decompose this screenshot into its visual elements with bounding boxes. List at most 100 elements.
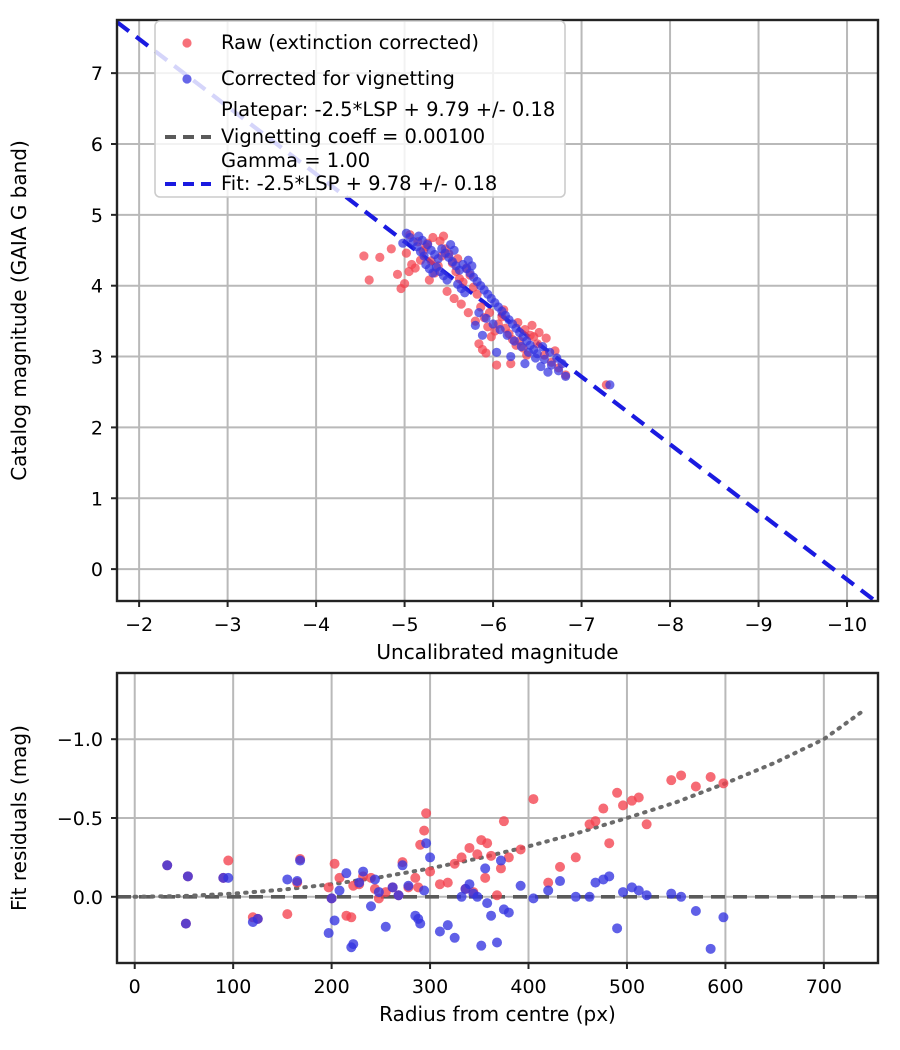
data-point [393, 890, 404, 901]
data-point [358, 866, 369, 877]
data-point [633, 885, 644, 896]
data-point [460, 288, 470, 298]
data-point [364, 275, 374, 285]
data-point [666, 888, 677, 899]
top-ytick-label: 6 [91, 134, 103, 156]
data-point [557, 359, 567, 369]
data-point [180, 918, 191, 929]
data-point [474, 339, 484, 349]
top-xtick-label: −10 [827, 614, 867, 636]
data-point [323, 928, 334, 939]
top-ytick-label: 1 [91, 488, 103, 510]
data-point [434, 926, 445, 937]
data-point [348, 939, 359, 950]
top-ytick-label: 4 [91, 276, 103, 298]
data-point [515, 880, 526, 891]
data-point [705, 772, 716, 783]
data-point [464, 842, 475, 853]
legend-entry-label: Gamma = 1.00 [221, 149, 370, 172]
data-point [403, 880, 414, 891]
data-point [397, 860, 408, 871]
data-point [561, 371, 571, 381]
data-point [486, 850, 497, 861]
top-ytick-label: 5 [91, 205, 103, 227]
bottom-yaxis-label: Fit residuals (mag) [7, 725, 31, 911]
data-point [604, 838, 615, 849]
data-point [392, 269, 403, 279]
data-point [398, 238, 408, 248]
data-point [442, 920, 453, 931]
data-point [539, 354, 549, 364]
bottom-corrected-points [162, 838, 729, 954]
top-xtick-label: −3 [214, 614, 242, 636]
data-point [375, 252, 385, 262]
data-point [401, 248, 411, 258]
vignetting-model-curve [132, 708, 866, 899]
data-point [365, 901, 376, 912]
data-point [590, 816, 601, 827]
top-ytick-label: 3 [91, 347, 103, 369]
data-point [541, 333, 551, 343]
data-point [387, 882, 398, 893]
data-point [410, 263, 420, 273]
data-point [449, 245, 459, 255]
data-point [570, 852, 581, 863]
bottom-xaxis-label: Radius from centre (px) [379, 1002, 616, 1026]
top-xtick-label: −8 [656, 614, 684, 636]
data-point [612, 923, 623, 934]
legend-panel [154, 20, 566, 198]
data-point [369, 874, 380, 885]
data-point [520, 359, 530, 369]
data-point [480, 863, 491, 874]
data-point [584, 891, 595, 902]
data-point [323, 882, 334, 893]
data-point [410, 872, 421, 883]
data-point [480, 872, 491, 883]
data-point [449, 932, 460, 943]
data-point [396, 283, 406, 294]
data-point [543, 877, 554, 888]
data-point [470, 320, 480, 330]
data-point [523, 347, 534, 357]
top-plot-frame [115, 18, 880, 603]
data-point [419, 885, 430, 896]
data-point [506, 351, 516, 362]
data-point [492, 937, 503, 948]
data-point [449, 293, 459, 304]
data-point [442, 877, 453, 888]
legend-marker-dot [182, 74, 192, 84]
data-point [292, 876, 303, 887]
data-point [618, 800, 629, 811]
data-point [705, 943, 716, 954]
data-point [515, 844, 526, 855]
bottom-xtick-label: 200 [313, 976, 349, 998]
data-point [419, 825, 430, 836]
data-point [492, 360, 502, 370]
top-xtick-label: −7 [568, 614, 596, 636]
data-point [472, 289, 482, 299]
legend-entry-label: Platepar: -2.5*LSP + 9.79 +/- 0.18 [221, 98, 555, 121]
bottom-xtick-label: 500 [609, 976, 645, 998]
data-point [463, 308, 473, 318]
top-ytick-label: 2 [91, 417, 103, 439]
data-point [334, 885, 345, 896]
top-xaxis-label: Uncalibrated magnitude [376, 640, 618, 664]
data-point [481, 313, 491, 323]
data-point [718, 912, 729, 923]
data-point [162, 860, 173, 871]
data-point [282, 874, 293, 885]
top-xtick-label: −2 [125, 614, 153, 636]
data-point [641, 819, 652, 830]
data-point [425, 866, 436, 877]
data-point [476, 940, 487, 951]
data-point [509, 336, 519, 346]
data-point [468, 888, 479, 899]
data-point [456, 299, 466, 309]
data-point [676, 891, 687, 902]
data-point [421, 808, 432, 819]
data-point [380, 921, 391, 932]
data-point [590, 877, 601, 888]
data-point [442, 275, 452, 285]
data-point [543, 885, 554, 896]
data-point [474, 308, 484, 318]
